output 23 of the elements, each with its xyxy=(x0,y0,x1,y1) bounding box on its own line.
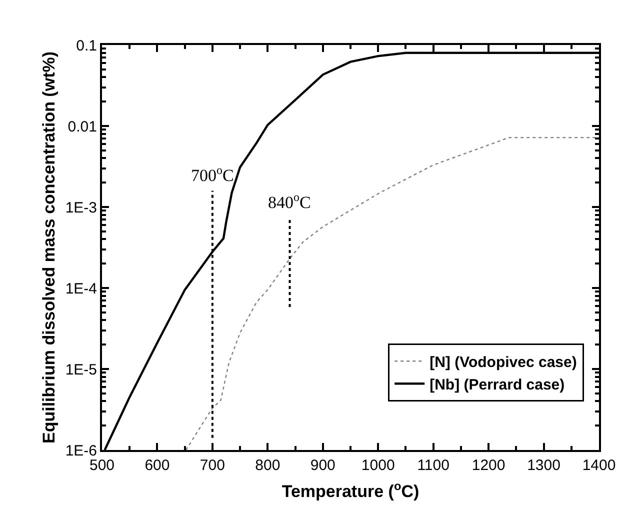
ref-line-label: 700$^{o}$C xyxy=(191,163,234,186)
y-tick-label: 1E-3 xyxy=(65,199,97,216)
y-tick-label: 1E-6 xyxy=(65,442,97,460)
y-tick-label: 0.01 xyxy=(68,118,97,136)
x-tick-label: 800 xyxy=(255,457,280,474)
x-tick-label: 1000 xyxy=(361,457,395,474)
line-series xyxy=(185,136,599,450)
legend-label: [Nb] (Perrard case) xyxy=(430,376,565,394)
x-tick-label: 900 xyxy=(310,457,336,474)
x-tick-label: 1300 xyxy=(527,457,560,474)
x-tick-label: 1400 xyxy=(582,457,616,474)
x-tick-label: 1200 xyxy=(472,457,506,474)
x-tick-label: 600 xyxy=(144,457,170,474)
y-tick-label: 0.1 xyxy=(76,37,97,54)
ref-line-label: 840$^{o}$C xyxy=(268,190,311,212)
x-axis-title: Temperature ($^{o}$C) xyxy=(282,478,420,501)
y-axis-title: Equilibrium dissolved mass concentration (wt%) xyxy=(39,51,58,444)
x-tick-label: 500 xyxy=(89,457,115,474)
legend-label: [N] (Vodopivec case) xyxy=(430,354,577,371)
x-tick-label: 700 xyxy=(200,457,225,474)
x-tick-label: 1100 xyxy=(417,457,450,474)
y-tick-label: 1E-4 xyxy=(65,280,97,298)
y-tick-label: 1E-5 xyxy=(65,361,97,378)
